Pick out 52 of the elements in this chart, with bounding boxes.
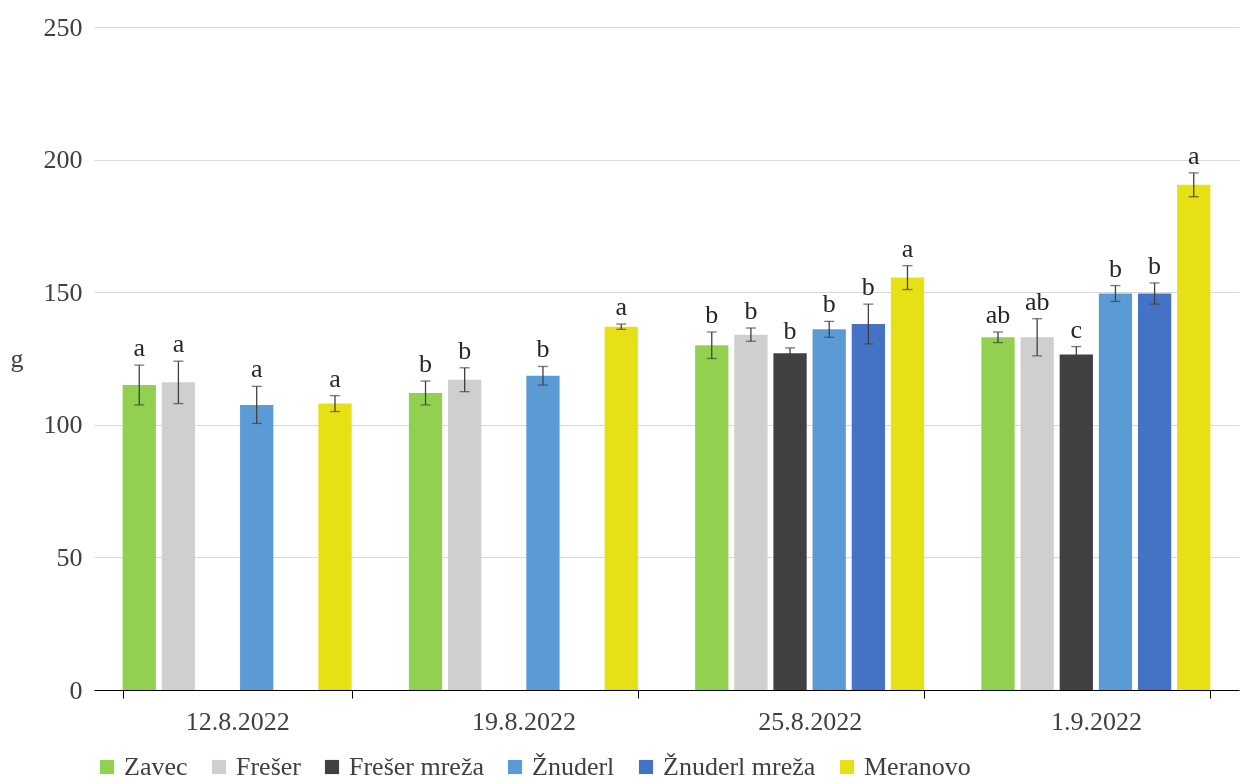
annotation: b: [783, 315, 797, 345]
annotation: c: [1070, 314, 1083, 344]
y-tick-label: 100: [43, 410, 83, 440]
annotation: b: [458, 335, 472, 365]
bar: [1137, 293, 1172, 690]
annotation: a: [329, 363, 342, 393]
annotation: a: [1187, 140, 1200, 170]
legend-label: Frešer: [236, 752, 302, 781]
y-tick-label: 0: [69, 675, 83, 705]
y-tick-label: 200: [43, 145, 83, 175]
bar: [812, 329, 846, 690]
x-tick-label: 19.8.2022: [471, 706, 576, 736]
bar: [240, 404, 274, 690]
bar: [318, 403, 352, 690]
annotation: b: [419, 349, 433, 379]
x-tick-label: 1.9.2022: [1050, 706, 1142, 736]
bar: [1098, 293, 1133, 690]
annotation: a: [133, 333, 146, 363]
legend-label: Zavec: [124, 752, 188, 781]
annotation: ab: [985, 299, 1011, 329]
annotation: a: [615, 292, 628, 322]
annotation: b: [822, 289, 836, 319]
y-axis-title: g: [10, 344, 24, 373]
annotation: a: [250, 354, 263, 384]
annotation: b: [536, 334, 550, 364]
bar: [408, 392, 443, 690]
bar: [851, 324, 885, 690]
bar: [1177, 184, 1211, 690]
x-tick-label: 25.8.2022: [758, 706, 863, 736]
bar: [122, 385, 156, 690]
annotation: a: [172, 329, 185, 359]
annotation: b: [1108, 253, 1122, 283]
annotation: ab: [1024, 286, 1050, 316]
legend-label: Žnuderl mreža: [663, 752, 816, 781]
annotation: a: [901, 233, 914, 263]
bar: [604, 326, 638, 690]
bar: [890, 277, 925, 690]
x-tick-label: 12.8.2022: [185, 706, 290, 736]
bar: [773, 353, 807, 690]
annotation: b: [744, 296, 758, 325]
annotation: b: [705, 299, 719, 329]
bar: [981, 337, 1015, 690]
legend-label: Frešer mreža: [349, 752, 485, 781]
legend-label: Meranovo: [864, 752, 971, 781]
bar: [695, 345, 729, 690]
annotation: b: [861, 272, 875, 302]
legend-label: Žnuderl: [532, 752, 615, 781]
y-tick-label: 250: [43, 12, 83, 42]
bar: [526, 375, 560, 690]
y-tick-label: 150: [43, 277, 83, 307]
y-tick-label: 50: [56, 542, 83, 572]
annotation: b: [1148, 250, 1162, 280]
